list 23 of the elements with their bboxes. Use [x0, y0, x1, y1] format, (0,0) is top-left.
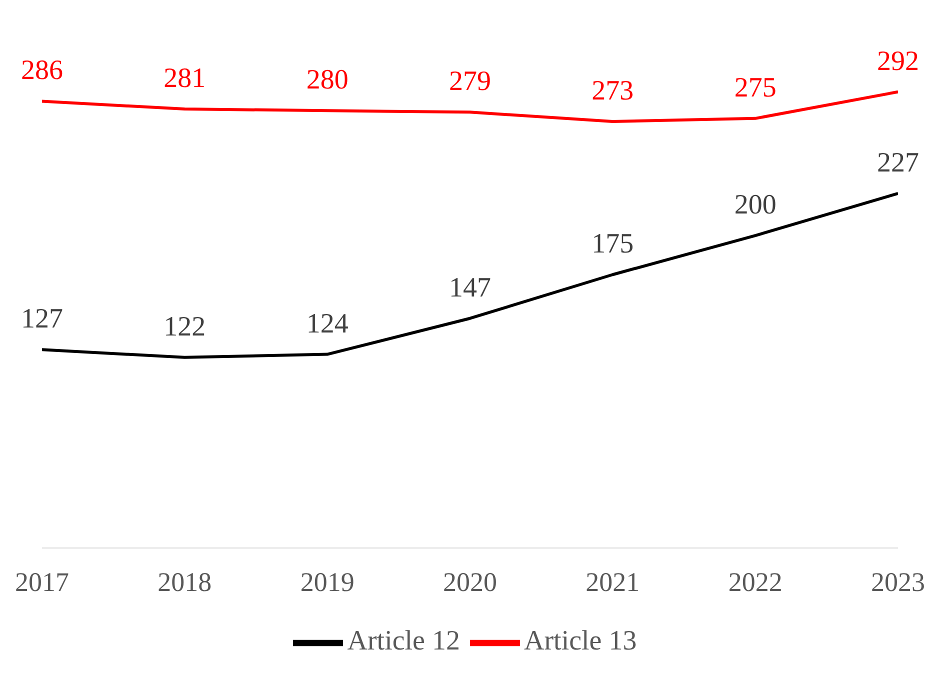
data-label: 279	[449, 66, 491, 98]
x-tick-label: 2017	[15, 567, 69, 598]
data-label: 122	[164, 311, 206, 342]
x-tick-label: 2021	[586, 567, 640, 598]
x-tick-label: 2018	[158, 567, 212, 598]
data-label: 124	[306, 308, 348, 340]
x-tick-label: 2023	[871, 567, 925, 598]
data-label: 286	[21, 55, 63, 86]
data-label: 281	[164, 63, 206, 94]
data-label: 227	[877, 147, 919, 178]
data-label: 175	[592, 228, 634, 260]
legend-label: Article 12	[347, 625, 460, 656]
data-label: 280	[306, 64, 348, 96]
x-tick-label: 2022	[728, 567, 782, 598]
data-label: 292	[877, 46, 919, 77]
data-label: 147	[449, 272, 491, 304]
x-tick-label: 2019	[300, 567, 354, 598]
data-label: 127	[21, 304, 63, 335]
legend-label: Article 13	[524, 625, 637, 656]
data-label: 273	[592, 76, 634, 107]
data-label: 275	[734, 72, 776, 104]
x-tick-label: 2020	[443, 567, 497, 598]
data-label: 200	[734, 190, 776, 221]
